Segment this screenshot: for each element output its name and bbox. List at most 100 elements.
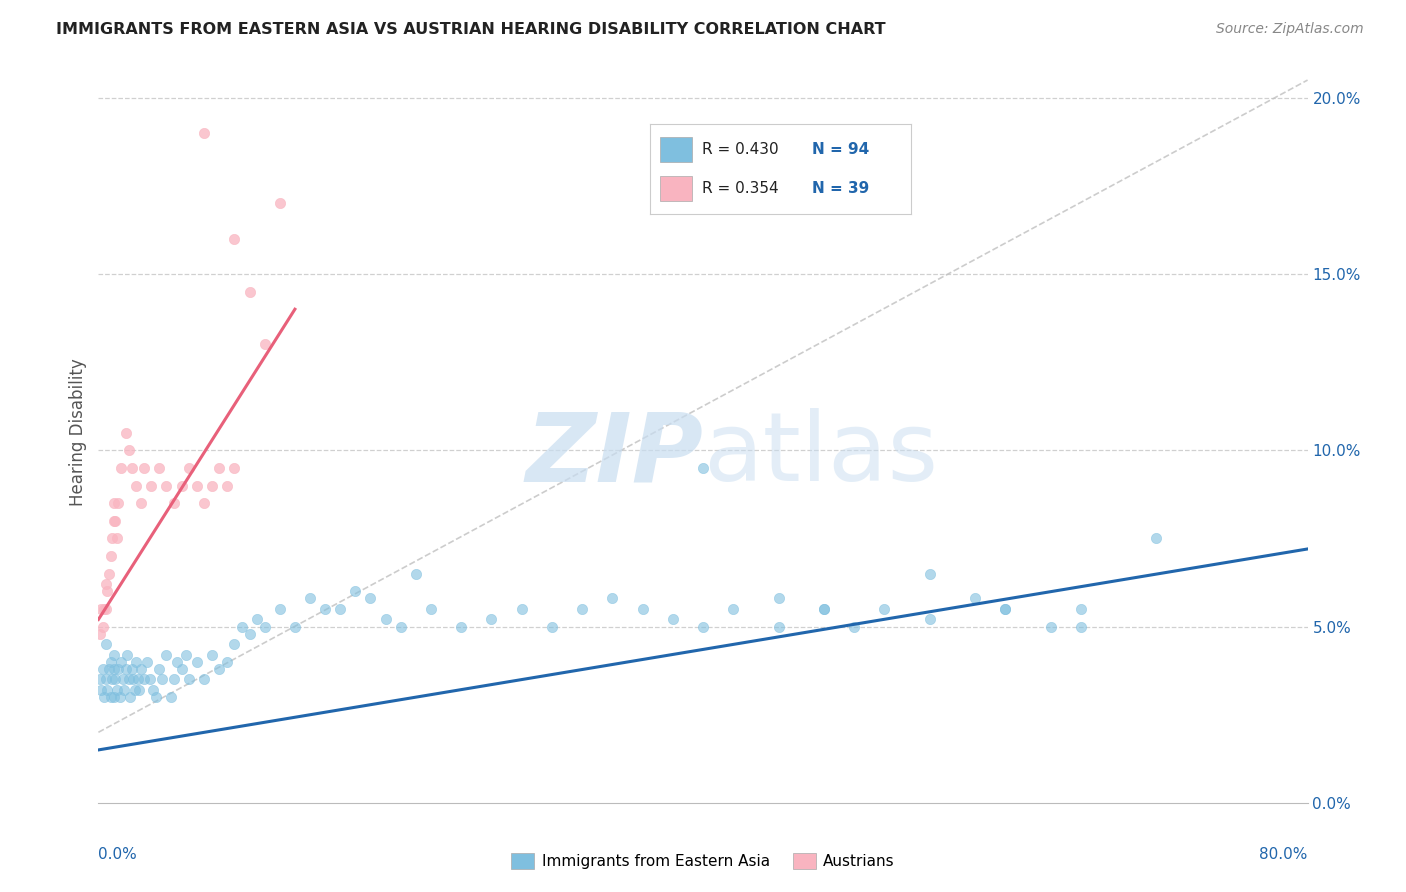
Point	[768, 619, 790, 633]
Point	[89, 673, 111, 687]
Point	[93, 602, 115, 616]
Point	[100, 549, 122, 563]
Point	[269, 602, 291, 616]
Text: 0.0%: 0.0%	[98, 847, 138, 863]
Point	[163, 496, 186, 510]
Point	[132, 461, 155, 475]
Point	[148, 662, 170, 676]
Point	[224, 637, 246, 651]
Point	[110, 461, 132, 475]
Point	[1070, 602, 1092, 616]
Point	[918, 566, 941, 581]
Point	[121, 662, 143, 676]
Point	[150, 673, 173, 687]
Point	[104, 514, 127, 528]
Point	[179, 673, 201, 687]
Point	[224, 461, 246, 475]
Point	[174, 648, 197, 662]
Legend: Immigrants from Eastern Asia, Austrians: Immigrants from Eastern Asia, Austrians	[512, 854, 894, 869]
Point	[104, 673, 127, 687]
Point	[208, 662, 231, 676]
Point	[239, 626, 262, 640]
Point	[994, 602, 1017, 616]
Point	[873, 602, 896, 616]
Point	[94, 637, 117, 651]
Point	[115, 648, 138, 662]
Point	[155, 648, 177, 662]
Point	[94, 577, 117, 591]
Point	[965, 591, 987, 606]
Point	[98, 662, 121, 676]
Point	[89, 626, 111, 640]
Point	[420, 602, 443, 616]
Point	[129, 662, 152, 676]
Point	[253, 619, 276, 633]
Point	[231, 619, 253, 633]
Point	[193, 496, 215, 510]
Point	[571, 602, 593, 616]
Point	[344, 584, 367, 599]
Point	[1039, 619, 1062, 633]
Point	[208, 461, 231, 475]
Y-axis label: Hearing Disability: Hearing Disability	[69, 359, 87, 507]
Point	[224, 232, 246, 246]
Point	[100, 690, 122, 704]
Point	[128, 683, 150, 698]
Text: R = 0.430: R = 0.430	[702, 142, 779, 157]
FancyBboxPatch shape	[661, 136, 692, 161]
Point	[239, 285, 262, 299]
Point	[360, 591, 382, 606]
Point	[118, 443, 141, 458]
Point	[994, 602, 1017, 616]
Point	[145, 690, 167, 704]
Point	[170, 662, 193, 676]
Point	[101, 673, 124, 687]
Point	[96, 584, 118, 599]
Point	[111, 673, 134, 687]
Point	[163, 673, 186, 687]
Point	[103, 662, 125, 676]
Point	[284, 619, 307, 633]
Point	[253, 337, 276, 351]
Point	[269, 196, 291, 211]
Point	[201, 648, 224, 662]
Point	[844, 619, 866, 633]
Point	[135, 655, 157, 669]
Point	[103, 648, 125, 662]
Point	[299, 591, 322, 606]
Point	[201, 478, 224, 492]
Point	[155, 478, 177, 492]
Point	[91, 662, 114, 676]
Point	[215, 478, 238, 492]
Point	[813, 602, 835, 616]
Point	[124, 683, 146, 698]
Point	[125, 478, 148, 492]
Point	[166, 655, 188, 669]
Point	[114, 662, 136, 676]
Point	[374, 612, 396, 626]
Point	[142, 683, 165, 698]
Point	[389, 619, 412, 633]
Point	[193, 126, 215, 140]
Point	[127, 673, 149, 687]
Point	[215, 655, 238, 669]
Point	[186, 478, 208, 492]
Point	[90, 602, 112, 616]
Point	[179, 461, 201, 475]
Text: Source: ZipAtlas.com: Source: ZipAtlas.com	[1216, 22, 1364, 37]
Point	[1146, 532, 1168, 546]
Point	[160, 690, 183, 704]
Point	[129, 496, 152, 510]
Point	[90, 683, 112, 698]
Text: atlas: atlas	[703, 409, 938, 501]
Text: ZIP: ZIP	[524, 409, 703, 501]
Point	[120, 690, 142, 704]
Point	[661, 612, 683, 626]
Point	[93, 690, 115, 704]
Point	[107, 496, 129, 510]
Point	[101, 532, 124, 546]
Point	[132, 673, 155, 687]
Point	[631, 602, 654, 616]
Point	[110, 655, 132, 669]
Point	[100, 655, 122, 669]
